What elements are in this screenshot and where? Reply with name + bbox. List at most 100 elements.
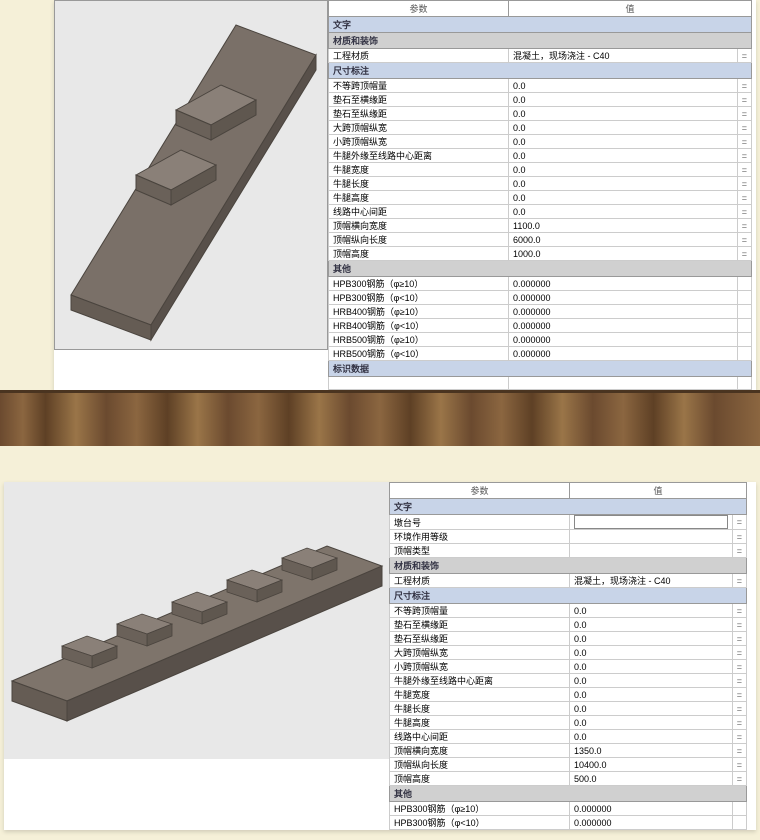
value-cell[interactable]: 0.0 bbox=[570, 674, 733, 688]
table-row[interactable]: HPB300钢筋（φ≥10）0.000000 bbox=[390, 802, 747, 816]
table-row[interactable]: 牛腿高度0.0= bbox=[329, 191, 752, 205]
section-header: 材质和装饰 bbox=[390, 558, 747, 574]
col-header-param: 参数 bbox=[329, 1, 509, 17]
value-cell[interactable]: 0.000000 bbox=[509, 347, 738, 361]
table-row[interactable]: 顶帽横向宽度1100.0= bbox=[329, 219, 752, 233]
value-cell[interactable]: 0.0 bbox=[509, 93, 738, 107]
value-cell[interactable]: 0.0 bbox=[509, 79, 738, 93]
value-cell[interactable]: 0.000000 bbox=[509, 291, 738, 305]
table-row[interactable]: HPB300钢筋（φ≥10）0.000000 bbox=[329, 277, 752, 291]
table-row[interactable] bbox=[329, 377, 752, 390]
table-row[interactable]: 工程材质混凝土，现场浇注 - C40= bbox=[329, 49, 752, 63]
param-cell: 顶帽高度 bbox=[329, 247, 509, 261]
table-row[interactable]: 垫石至纵缘距0.0= bbox=[390, 632, 747, 646]
param-cell: HPB300钢筋（φ≥10） bbox=[329, 277, 509, 291]
value-cell[interactable] bbox=[509, 377, 738, 390]
value-input[interactable] bbox=[574, 515, 728, 529]
3d-viewport-2[interactable] bbox=[4, 482, 389, 759]
formula-cell: = bbox=[737, 177, 751, 191]
table-row[interactable]: 牛腿宽度0.0= bbox=[390, 688, 747, 702]
formula-cell: = bbox=[732, 530, 746, 544]
table-row[interactable]: 墩台号= bbox=[390, 515, 747, 530]
formula-cell bbox=[732, 802, 746, 816]
value-cell[interactable]: 0.0 bbox=[509, 107, 738, 121]
table-row[interactable]: 小跨顶帽纵宽0.0= bbox=[329, 135, 752, 149]
value-cell[interactable]: 0.000000 bbox=[570, 802, 733, 816]
param-cell: 顶帽横向宽度 bbox=[329, 219, 509, 233]
table-row[interactable]: 线路中心间距0.0= bbox=[329, 205, 752, 219]
3d-viewport-1[interactable] bbox=[54, 0, 328, 350]
table-row[interactable]: 不等跨顶帽量0.0= bbox=[390, 604, 747, 618]
value-cell[interactable] bbox=[570, 544, 733, 558]
table-row[interactable]: 不等跨顶帽量0.0= bbox=[329, 79, 752, 93]
value-cell[interactable]: 1000.0 bbox=[509, 247, 738, 261]
value-cell[interactable]: 0.000000 bbox=[509, 333, 738, 347]
table-row[interactable]: 线路中心间距0.0= bbox=[390, 730, 747, 744]
table-row[interactable]: 环境作用等级= bbox=[390, 530, 747, 544]
param-cell: 牛腿外缘至线路中心距离 bbox=[329, 149, 509, 163]
value-cell[interactable]: 0.0 bbox=[570, 646, 733, 660]
value-cell[interactable]: 0.0 bbox=[570, 716, 733, 730]
value-cell[interactable]: 0.0 bbox=[509, 191, 738, 205]
value-cell[interactable] bbox=[570, 515, 733, 530]
table-row[interactable]: 顶帽纵向长度6000.0= bbox=[329, 233, 752, 247]
table-row[interactable]: 垫石至横缘距0.0= bbox=[329, 93, 752, 107]
value-cell[interactable]: 0.0 bbox=[509, 121, 738, 135]
value-cell[interactable]: 混凝土，现场浇注 - C40 bbox=[570, 574, 733, 588]
value-cell[interactable]: 0.0 bbox=[570, 688, 733, 702]
param-cell: 牛腿高度 bbox=[390, 716, 570, 730]
table-row[interactable]: 牛腿长度0.0= bbox=[329, 177, 752, 191]
value-cell[interactable]: 0.0 bbox=[509, 163, 738, 177]
param-cell: 墩台号 bbox=[390, 515, 570, 530]
table-row[interactable]: 垫石至纵缘距0.0= bbox=[329, 107, 752, 121]
value-cell[interactable]: 0.000000 bbox=[509, 319, 738, 333]
table-row[interactable]: HPB300钢筋（φ<10）0.000000 bbox=[329, 291, 752, 305]
value-cell[interactable]: 500.0 bbox=[570, 772, 733, 786]
value-cell[interactable]: 0.000000 bbox=[509, 277, 738, 291]
table-row[interactable]: HRB500钢筋（φ≥10）0.000000 bbox=[329, 333, 752, 347]
table-row[interactable]: 牛腿宽度0.0= bbox=[329, 163, 752, 177]
table-row[interactable]: 垫石至横缘距0.0= bbox=[390, 618, 747, 632]
table-row[interactable]: HRB500钢筋（φ<10）0.000000 bbox=[329, 347, 752, 361]
value-cell[interactable]: 0.000000 bbox=[570, 816, 733, 830]
table-row[interactable]: HRB400钢筋（φ<10）0.000000 bbox=[329, 319, 752, 333]
table-row[interactable]: 工程材质混凝土，现场浇注 - C40= bbox=[390, 574, 747, 588]
value-cell[interactable]: 0.0 bbox=[509, 149, 738, 163]
table-row[interactable]: HPB300钢筋（φ<10）0.000000 bbox=[390, 816, 747, 830]
value-cell[interactable]: 0.0 bbox=[570, 702, 733, 716]
value-cell[interactable]: 0.0 bbox=[570, 730, 733, 744]
param-cell: 顶帽纵向长度 bbox=[390, 758, 570, 772]
table-row[interactable]: 顶帽高度500.0= bbox=[390, 772, 747, 786]
value-cell[interactable]: 10400.0 bbox=[570, 758, 733, 772]
table-row[interactable]: 大跨顶帽纵宽0.0= bbox=[390, 646, 747, 660]
table-row[interactable]: 顶帽高度1000.0= bbox=[329, 247, 752, 261]
value-cell[interactable]: 0.0 bbox=[570, 660, 733, 674]
table-row[interactable]: HRB400钢筋（φ≥10）0.000000 bbox=[329, 305, 752, 319]
value-cell[interactable]: 0.0 bbox=[509, 205, 738, 219]
table-row[interactable]: 牛腿长度0.0= bbox=[390, 702, 747, 716]
table-row[interactable]: 牛腿高度0.0= bbox=[390, 716, 747, 730]
value-cell[interactable]: 0.0 bbox=[570, 618, 733, 632]
value-cell[interactable]: 0.000000 bbox=[509, 305, 738, 319]
formula-cell: = bbox=[737, 135, 751, 149]
value-cell[interactable]: 0.0 bbox=[570, 632, 733, 646]
table-row[interactable]: 大跨顶帽纵宽0.0= bbox=[329, 121, 752, 135]
table-row[interactable]: 顶帽类型= bbox=[390, 544, 747, 558]
value-cell[interactable]: 1350.0 bbox=[570, 744, 733, 758]
col-header-value: 值 bbox=[570, 483, 747, 499]
value-cell[interactable]: 混凝土，现场浇注 - C40 bbox=[509, 49, 738, 63]
formula-cell: = bbox=[737, 149, 751, 163]
param-cell: 大跨顶帽纵宽 bbox=[390, 646, 570, 660]
col-header-param: 参数 bbox=[390, 483, 570, 499]
value-cell[interactable]: 0.0 bbox=[570, 604, 733, 618]
value-cell[interactable]: 1100.0 bbox=[509, 219, 738, 233]
table-row[interactable]: 顶帽横向宽度1350.0= bbox=[390, 744, 747, 758]
table-row[interactable]: 顶帽纵向长度10400.0= bbox=[390, 758, 747, 772]
value-cell[interactable]: 0.0 bbox=[509, 135, 738, 149]
table-row[interactable]: 小跨顶帽纵宽0.0= bbox=[390, 660, 747, 674]
table-row[interactable]: 牛腿外缘至线路中心距离0.0= bbox=[390, 674, 747, 688]
value-cell[interactable]: 0.0 bbox=[509, 177, 738, 191]
table-row[interactable]: 牛腿外缘至线路中心距离0.0= bbox=[329, 149, 752, 163]
value-cell[interactable]: 6000.0 bbox=[509, 233, 738, 247]
value-cell[interactable] bbox=[570, 530, 733, 544]
